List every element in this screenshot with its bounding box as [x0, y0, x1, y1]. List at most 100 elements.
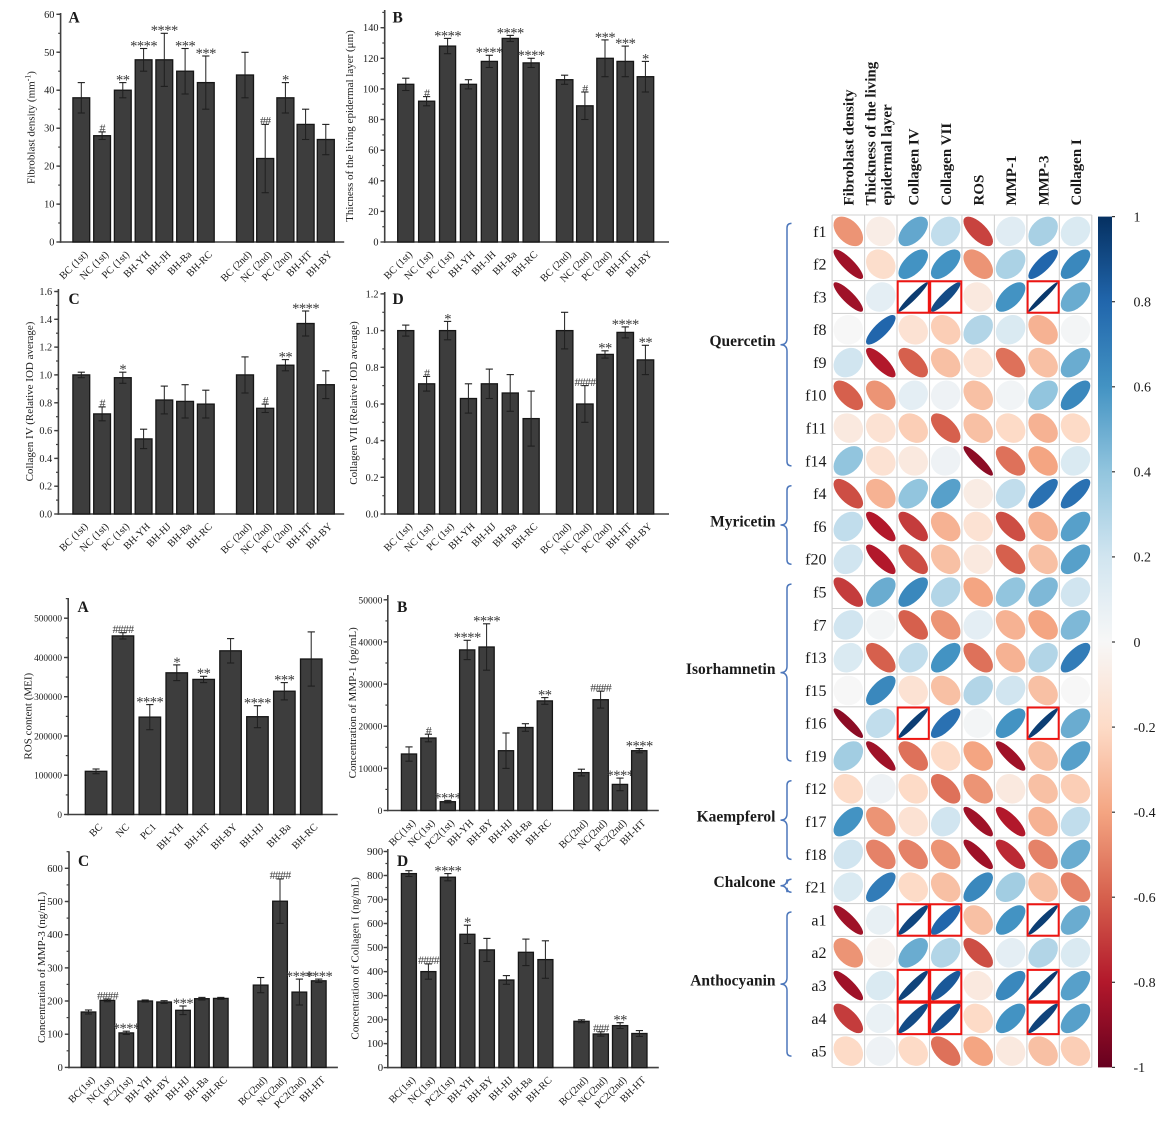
svg-text:40: 40: [44, 86, 54, 97]
svg-text:**: **: [197, 666, 211, 682]
svg-text:####: ####: [97, 988, 119, 1002]
svg-text:-0.4: -0.4: [1134, 806, 1156, 821]
svg-text:####: ####: [590, 681, 612, 695]
svg-text:400: 400: [367, 966, 383, 978]
svg-text:***: ***: [196, 46, 217, 62]
svg-text:f4: f4: [813, 486, 826, 503]
svg-text:a4: a4: [811, 1011, 826, 1028]
svg-text:Myricetin: Myricetin: [710, 514, 776, 531]
svg-text:0.2: 0.2: [39, 482, 52, 493]
svg-text:100: 100: [47, 1030, 63, 1041]
svg-text:80: 80: [368, 115, 378, 126]
svg-text:####: ####: [574, 375, 596, 389]
svg-text:Collagen IV: Collagen IV: [907, 128, 923, 205]
svg-text:0.4: 0.4: [39, 454, 52, 465]
svg-text:####: ####: [418, 953, 440, 967]
svg-text:1.4: 1.4: [39, 315, 52, 326]
svg-text:1: 1: [1134, 210, 1141, 225]
svg-text:300: 300: [367, 990, 383, 1002]
svg-text:*: *: [464, 915, 471, 931]
svg-text:Collagen I: Collagen I: [1069, 139, 1085, 205]
svg-text:Collagen VII (Relative IOD ave: Collagen VII (Relative IOD average): [348, 321, 360, 485]
svg-text:a5: a5: [811, 1044, 826, 1061]
svg-text:****: ****: [607, 768, 634, 784]
svg-text:****: ****: [626, 739, 653, 755]
svg-text:****: ****: [434, 790, 461, 806]
svg-text:*: *: [173, 655, 180, 671]
svg-text:0.2: 0.2: [1134, 551, 1152, 566]
svg-text:****: ****: [434, 28, 461, 44]
svg-text:****: ****: [454, 630, 481, 646]
svg-text:ROS: ROS: [971, 175, 987, 206]
svg-text:500: 500: [47, 897, 63, 908]
svg-text:****: ****: [244, 696, 271, 712]
svg-text:#: #: [424, 86, 430, 100]
svg-text:140: 140: [363, 23, 378, 34]
svg-text:f2: f2: [813, 257, 826, 274]
svg-text:****: ****: [497, 25, 524, 41]
svg-text:500000: 500000: [34, 615, 62, 625]
svg-text:f9: f9: [813, 355, 826, 372]
svg-text:epidermal layer: epidermal layer: [880, 104, 896, 206]
svg-text:f19: f19: [805, 748, 826, 765]
svg-text:**: **: [613, 1013, 627, 1029]
svg-text:1.2: 1.2: [366, 289, 379, 300]
svg-text:Concentration of MMP-1 (pg/mL): Concentration of MMP-1 (pg/mL): [347, 627, 359, 779]
svg-text:60: 60: [368, 146, 378, 157]
svg-text:f6: f6: [813, 519, 826, 536]
svg-text:f3: f3: [813, 289, 826, 306]
svg-text:0.8: 0.8: [366, 363, 379, 374]
svg-text:*: *: [282, 73, 289, 89]
svg-text:ROS content (MEI): ROS content (MEI): [23, 672, 35, 759]
svg-text:C: C: [69, 291, 80, 308]
svg-text:*: *: [444, 311, 451, 327]
svg-text:****: ****: [113, 1021, 140, 1037]
svg-text:0.2: 0.2: [366, 473, 379, 484]
svg-text:****: ****: [473, 614, 500, 630]
svg-text:0.0: 0.0: [366, 510, 379, 521]
svg-text:f5: f5: [813, 585, 826, 602]
svg-text:Concentration of MMP-3 (ng/mL): Concentration of MMP-3 (ng/mL): [36, 891, 48, 1043]
svg-text:-0.6: -0.6: [1134, 891, 1156, 906]
svg-text:0: 0: [49, 238, 54, 249]
svg-text:Thickness of the living: Thickness of the living: [863, 61, 879, 205]
svg-text:****: ****: [434, 864, 461, 880]
svg-text:10: 10: [44, 200, 54, 211]
svg-text:0.8: 0.8: [1134, 296, 1152, 311]
svg-text:***: ***: [615, 36, 636, 52]
svg-text:200: 200: [47, 997, 63, 1008]
svg-text:#: #: [99, 396, 105, 410]
svg-text:0: 0: [373, 238, 378, 249]
svg-text:****: ****: [305, 969, 332, 985]
svg-text:100: 100: [363, 84, 378, 95]
svg-text:***: ***: [173, 996, 194, 1012]
svg-text:-0.2: -0.2: [1134, 721, 1156, 736]
svg-text:#: #: [99, 121, 105, 135]
svg-text:0.8: 0.8: [39, 398, 52, 409]
svg-text:500: 500: [367, 942, 383, 954]
svg-text:0.6: 0.6: [1134, 381, 1152, 396]
svg-text:****: ****: [292, 301, 319, 317]
svg-text:0: 0: [378, 1062, 383, 1074]
svg-text:50: 50: [44, 48, 54, 59]
svg-text:700: 700: [367, 894, 383, 906]
svg-text:***: ***: [595, 30, 616, 46]
svg-text:0: 0: [58, 1063, 63, 1074]
svg-text:####: ####: [270, 868, 292, 882]
svg-text:f8: f8: [813, 322, 826, 339]
svg-text:#: #: [424, 366, 430, 380]
svg-text:****: ****: [518, 48, 545, 64]
svg-text:*: *: [642, 51, 649, 67]
svg-text:D: D: [393, 291, 404, 308]
svg-text:MMP-1: MMP-1: [1004, 156, 1020, 206]
svg-text:100: 100: [367, 1038, 383, 1050]
svg-text:600: 600: [367, 918, 383, 930]
svg-text:0.6: 0.6: [366, 400, 379, 411]
svg-text:f20: f20: [805, 552, 826, 569]
svg-text:f12: f12: [805, 781, 826, 798]
svg-text:f7: f7: [813, 617, 826, 634]
svg-text:600: 600: [47, 864, 63, 875]
svg-text:0.0: 0.0: [39, 510, 52, 521]
svg-text:Thicness of the living epiderm: Thicness of the living epidermal layer (…: [344, 30, 356, 222]
svg-text:***: ***: [175, 38, 196, 54]
